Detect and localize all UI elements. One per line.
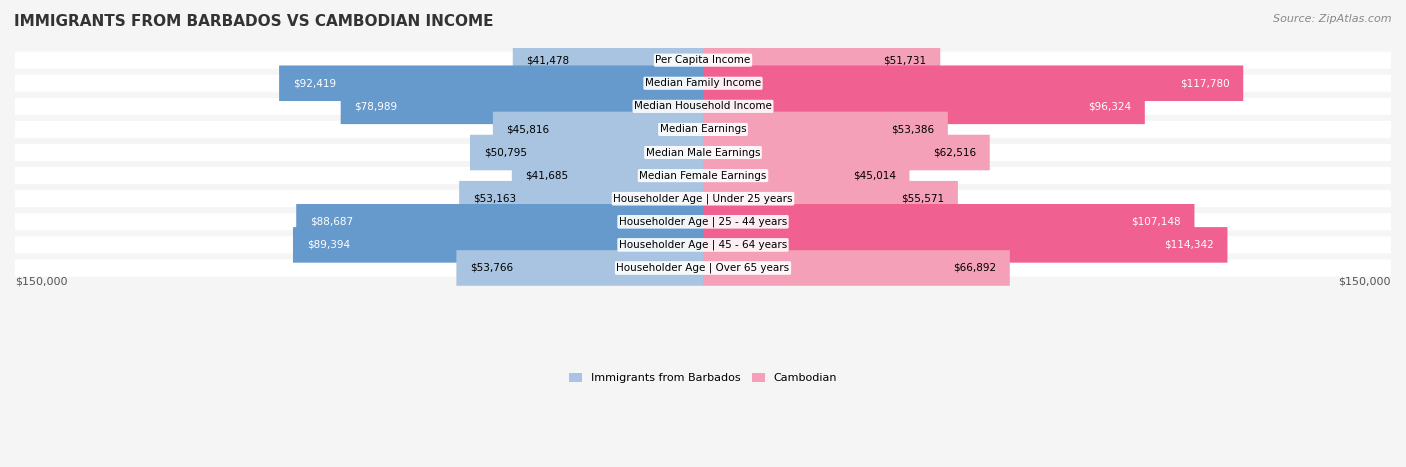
FancyBboxPatch shape [15, 98, 1391, 115]
Text: $41,478: $41,478 [526, 55, 569, 65]
FancyBboxPatch shape [15, 167, 1391, 184]
Legend: Immigrants from Barbados, Cambodian: Immigrants from Barbados, Cambodian [568, 373, 838, 383]
FancyBboxPatch shape [15, 121, 1391, 138]
Text: Householder Age | Over 65 years: Householder Age | Over 65 years [616, 263, 790, 273]
Text: $53,386: $53,386 [891, 124, 934, 134]
FancyBboxPatch shape [15, 260, 1391, 276]
FancyBboxPatch shape [15, 75, 1391, 92]
FancyBboxPatch shape [703, 204, 1195, 240]
Text: Per Capita Income: Per Capita Income [655, 55, 751, 65]
FancyBboxPatch shape [292, 227, 703, 262]
FancyBboxPatch shape [15, 190, 1391, 207]
Text: $45,014: $45,014 [852, 170, 896, 181]
Text: $107,148: $107,148 [1130, 217, 1181, 227]
FancyBboxPatch shape [703, 42, 941, 78]
Text: $41,685: $41,685 [526, 170, 568, 181]
Text: $150,000: $150,000 [1339, 276, 1391, 287]
FancyBboxPatch shape [494, 112, 703, 147]
Text: $114,342: $114,342 [1164, 240, 1213, 250]
FancyBboxPatch shape [703, 89, 1144, 124]
Text: $62,516: $62,516 [932, 148, 976, 157]
Text: $53,163: $53,163 [472, 194, 516, 204]
FancyBboxPatch shape [703, 250, 1010, 286]
Text: $51,731: $51,731 [883, 55, 927, 65]
Text: $88,687: $88,687 [309, 217, 353, 227]
Text: Median Family Income: Median Family Income [645, 78, 761, 88]
Text: Median Male Earnings: Median Male Earnings [645, 148, 761, 157]
FancyBboxPatch shape [703, 181, 957, 217]
Text: $96,324: $96,324 [1088, 101, 1130, 111]
FancyBboxPatch shape [703, 135, 990, 170]
FancyBboxPatch shape [457, 250, 703, 286]
Text: Householder Age | Under 25 years: Householder Age | Under 25 years [613, 193, 793, 204]
FancyBboxPatch shape [703, 158, 910, 193]
FancyBboxPatch shape [512, 158, 703, 193]
Text: $66,892: $66,892 [953, 263, 995, 273]
Text: Median Earnings: Median Earnings [659, 124, 747, 134]
FancyBboxPatch shape [15, 144, 1391, 161]
FancyBboxPatch shape [470, 135, 703, 170]
Text: Householder Age | 45 - 64 years: Householder Age | 45 - 64 years [619, 240, 787, 250]
Text: Source: ZipAtlas.com: Source: ZipAtlas.com [1274, 14, 1392, 24]
FancyBboxPatch shape [15, 213, 1391, 230]
FancyBboxPatch shape [15, 236, 1391, 254]
Text: Householder Age | 25 - 44 years: Householder Age | 25 - 44 years [619, 217, 787, 227]
FancyBboxPatch shape [703, 227, 1227, 262]
FancyBboxPatch shape [703, 65, 1243, 101]
FancyBboxPatch shape [340, 89, 703, 124]
Text: $150,000: $150,000 [15, 276, 67, 287]
Text: $117,780: $117,780 [1180, 78, 1229, 88]
FancyBboxPatch shape [460, 181, 703, 217]
FancyBboxPatch shape [513, 42, 703, 78]
Text: $45,816: $45,816 [506, 124, 550, 134]
FancyBboxPatch shape [703, 112, 948, 147]
Text: Median Household Income: Median Household Income [634, 101, 772, 111]
Text: $78,989: $78,989 [354, 101, 398, 111]
Text: $50,795: $50,795 [484, 148, 527, 157]
Text: $89,394: $89,394 [307, 240, 350, 250]
FancyBboxPatch shape [15, 52, 1391, 69]
Text: $53,766: $53,766 [470, 263, 513, 273]
Text: $55,571: $55,571 [901, 194, 943, 204]
Text: IMMIGRANTS FROM BARBADOS VS CAMBODIAN INCOME: IMMIGRANTS FROM BARBADOS VS CAMBODIAN IN… [14, 14, 494, 29]
FancyBboxPatch shape [297, 204, 703, 240]
Text: Median Female Earnings: Median Female Earnings [640, 170, 766, 181]
Text: $92,419: $92,419 [292, 78, 336, 88]
FancyBboxPatch shape [280, 65, 703, 101]
